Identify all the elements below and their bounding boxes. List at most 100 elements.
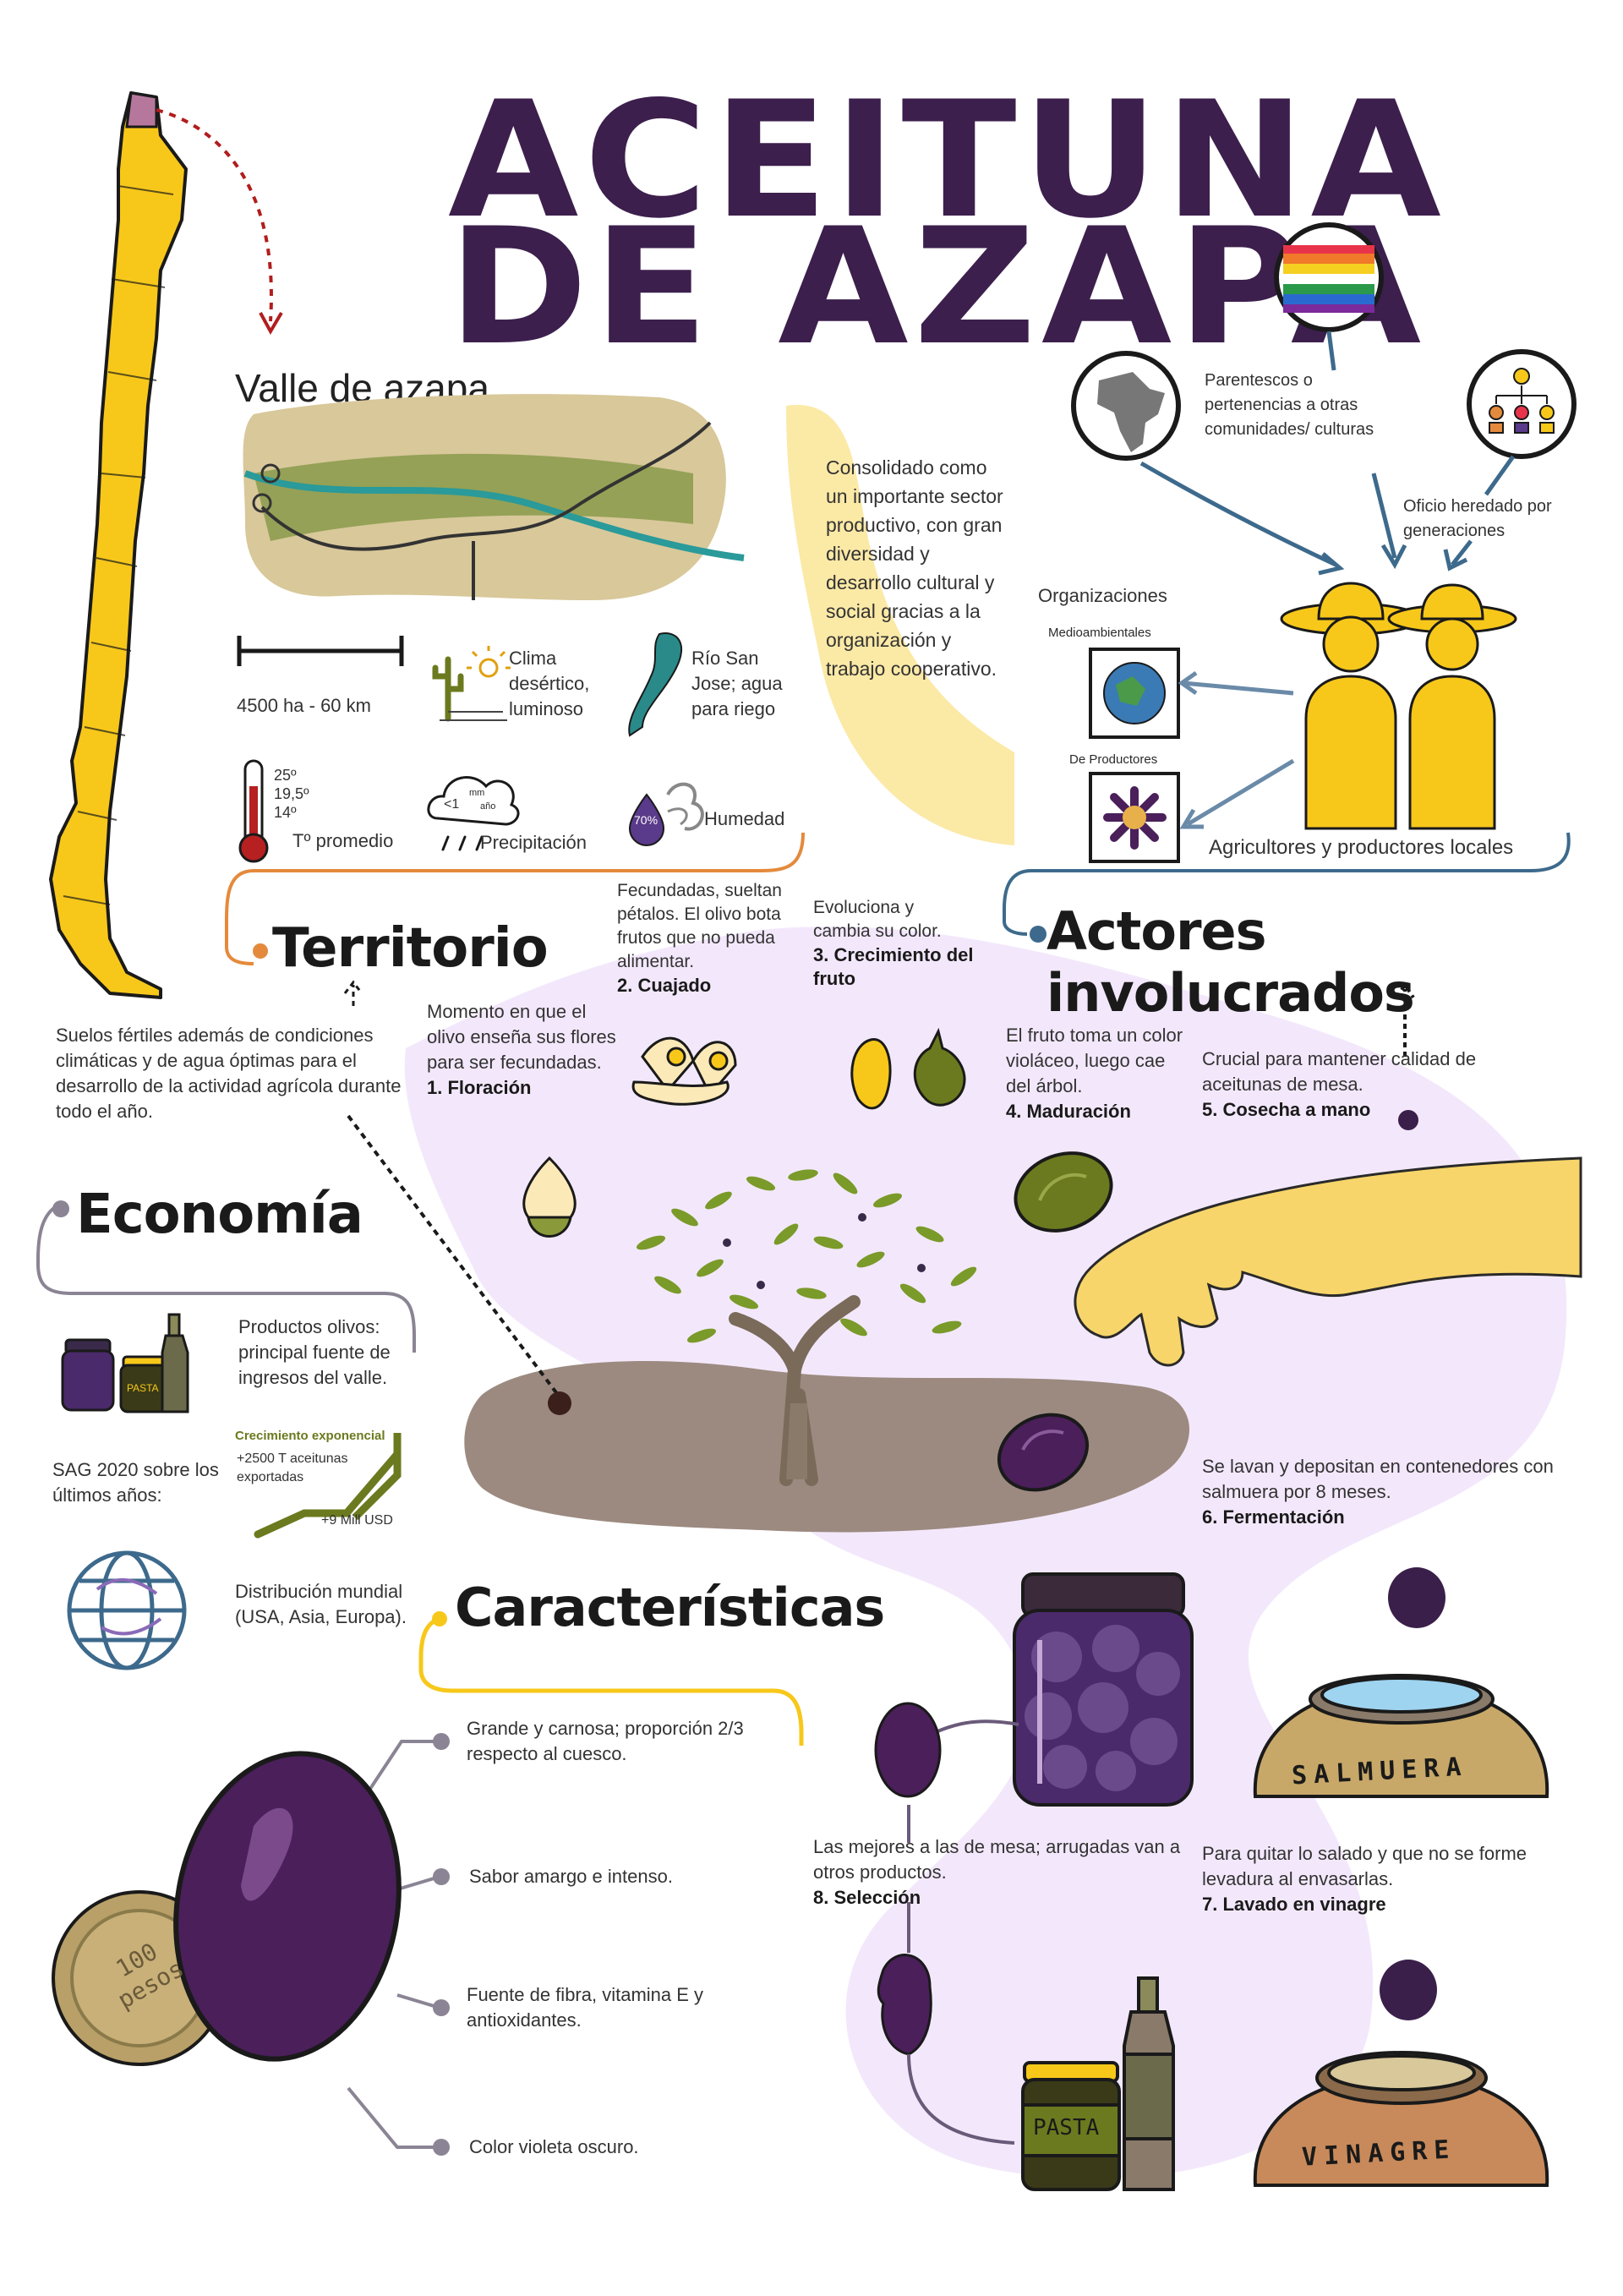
falling-olive-icon: [1388, 1567, 1445, 1628]
wiphala-flag-icon: [1283, 245, 1374, 313]
olive-jar-icon: [1013, 1572, 1194, 1807]
humidity-value: 70%: [634, 813, 658, 827]
oil-bottle-icon: [1123, 1976, 1175, 2191]
falling-olive-icon-2: [1380, 1960, 1437, 2020]
climate-text: Clima desértico, luminoso: [509, 648, 590, 719]
step-1-title: 1. Floración: [427, 1077, 532, 1098]
temp-label: Tº promedio: [292, 830, 394, 851]
parentescos-text: Parentescos o pertenencias a otras comun…: [1205, 371, 1374, 439]
flower-bud-icon: [522, 1156, 577, 1238]
actores-heading: Actores involucrados: [1046, 900, 1415, 1024]
step-5-title: 5. Cosecha a mano: [1202, 1099, 1371, 1120]
soil-shape: [464, 1361, 1190, 1533]
usd-text: +9 Mill USD: [321, 1513, 393, 1528]
step-2-desc: Fecundadas, sueltan pétalos. El olivo bo…: [617, 881, 782, 971]
fruit-growth-icon: [850, 1027, 966, 1110]
salmuera-bowl-icon: [1253, 1674, 1549, 1798]
green-olive-icon: [1014, 1151, 1113, 1233]
africa-icon: [1097, 372, 1165, 452]
harvest-olive-icon: [1398, 1110, 1418, 1130]
step-4-desc: El fruto toma un color violáceo, luego c…: [1006, 1025, 1183, 1096]
org-prod-label: De Productores: [1069, 752, 1158, 767]
step-2: Fecundadas, sueltan pétalos. El olivo bo…: [617, 879, 799, 998]
consolidado-text: Consolidado como un importante sector pr…: [826, 456, 1003, 680]
olive-tree-icon: [636, 1169, 977, 1486]
step-5: Crucial para mantener calidad de aceitun…: [1202, 1047, 1515, 1123]
step-3: Evoluciona y cambia su color. 3. Crecimi…: [813, 896, 974, 991]
step-4-title: 4. Maduración: [1006, 1101, 1131, 1122]
farmers-icon: [1280, 582, 1517, 830]
agricultores-label: Agricultores y productores locales: [1209, 836, 1514, 859]
humidity-label: Humedad: [704, 808, 785, 829]
step-7-desc: Para quitar lo salado y que no se forme …: [1202, 1843, 1527, 1889]
river-text: Río San Jose; agua para riego: [691, 648, 783, 719]
rain-value: <1: [444, 797, 460, 812]
distribucion-text: Distribución mundial (USA, Asia, Europa)…: [235, 1581, 407, 1627]
temp-values: 25º 19,5º 14º: [274, 766, 309, 822]
jar-label: PASTA: [127, 1382, 159, 1394]
pasta-label: PASTA: [1033, 2115, 1100, 2140]
pasta-jar-icon: [1021, 2061, 1121, 2191]
temp-max: 25º: [274, 767, 297, 784]
toneladas-text: +2500 T aceitunas exportadas: [237, 1451, 348, 1484]
caracteristica-1: Grande y carnosa; proporción 2/3 respect…: [467, 1718, 744, 1764]
rain-unit-top: mm: [469, 788, 485, 798]
territorio-heading: Territorio: [272, 917, 549, 980]
yellow-band: [786, 405, 1014, 845]
scale-text: 4500 ha - 60 km: [237, 695, 371, 716]
productos-text: Productos olivos: principal fuente de in…: [238, 1316, 391, 1388]
step-4: El fruto toma un color violáceo, luego c…: [1006, 1023, 1188, 1124]
sag-text: SAG 2020 sobre los últimos años:: [52, 1459, 219, 1506]
economia-heading: Economía: [76, 1184, 363, 1246]
wrinkled-olive-icon: [877, 1954, 932, 2056]
step-7-title: 7. Lavado en vinagre: [1202, 1894, 1386, 1915]
crecimiento-label: Crecimiento exponencial: [235, 1429, 385, 1443]
hierarchy-icon: [1489, 368, 1555, 434]
products-jars-icon: [61, 1313, 189, 1413]
rain-label: Precipitación: [480, 832, 587, 853]
step-8-desc: Las mejores a las de mesa; arrugadas van…: [813, 1836, 1181, 1883]
caracteristicas-heading: Características: [455, 1577, 885, 1638]
caracteristica-2: Sabor amargo e intenso.: [469, 1866, 673, 1887]
step-6: Se lavan y depositan en contenedores con…: [1202, 1454, 1557, 1530]
step-7: Para quitar lo salado y que no se forme …: [1202, 1841, 1566, 1917]
caracteristica-3: Fuente de fibra, vitamina E y antioxidan…: [467, 1984, 704, 2031]
selected-olive-icon: [874, 1702, 942, 1798]
step-1: Momento en que el olivo enseña sus flore…: [427, 999, 621, 1101]
temp-avg: 19,5º: [274, 785, 309, 802]
organizaciones-label: Organizaciones: [1038, 585, 1167, 606]
rain-unit-bottom: año: [480, 801, 496, 812]
step-6-title: 6. Fermentación: [1202, 1506, 1345, 1528]
title-line-1: ACEITUNA: [448, 67, 1447, 254]
step-8: Las mejores a las de mesa; arrugadas van…: [813, 1834, 1185, 1911]
open-flower-icon: [631, 1036, 737, 1106]
step-1-desc: Momento en que el olivo enseña sus flore…: [427, 1001, 616, 1073]
step-8-title: 8. Selección: [813, 1887, 921, 1908]
hand-shape: [1074, 1156, 1582, 1367]
big-olive-icon: [173, 1751, 402, 2062]
purple-olive-icon: [997, 1413, 1090, 1492]
step-2-title: 2. Cuajado: [617, 975, 712, 996]
territorio-description: Suelos fértiles además de condiciones cl…: [56, 1025, 402, 1122]
step-6-desc: Se lavan y depositan en contenedores con…: [1202, 1456, 1554, 1502]
vinagre-bowl-icon: [1253, 2051, 1549, 2187]
step-5-desc: Crucial para mantener calidad de aceitun…: [1202, 1048, 1477, 1095]
caracteristica-4: Color violeta oscuro.: [469, 2136, 639, 2157]
title-line-2: DE AZAPA: [448, 194, 1427, 380]
chile-map-shape: [49, 91, 188, 999]
oficio-text: Oficio heredado por generaciones: [1403, 497, 1552, 540]
temp-min: 14º: [274, 804, 297, 821]
